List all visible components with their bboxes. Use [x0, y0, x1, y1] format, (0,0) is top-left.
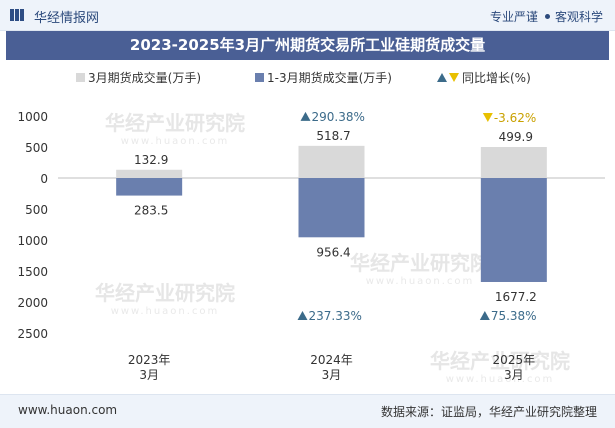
y-tick-label: 500: [25, 203, 48, 217]
y-tick-label: 0: [40, 172, 48, 186]
bar-chart: 华经产业研究院www.huaon.com华经产业研究院www.huaon.com…: [17, 70, 605, 385]
footer-banner: www.huaon.com 数据来源：证监局，华经产业研究院整理: [0, 394, 615, 428]
y-tick-label: 2000: [17, 296, 48, 310]
data-label-march: 518.7: [316, 129, 350, 143]
bar-ytd: [298, 178, 365, 238]
footer-source: 数据来源：证监局，华经产业研究院整理: [380, 405, 597, 419]
legend-swatch-ytd: [255, 73, 264, 82]
growth-label-ytd: 75.38%: [491, 309, 537, 323]
watermark-url: www.huaon.com: [446, 374, 555, 385]
data-label-ytd: 283.5: [134, 204, 168, 218]
x-category-label: 2023年: [128, 353, 171, 367]
watermark-url: www.huaon.com: [121, 136, 230, 147]
chart-title: 2023-2025年3月广州期货交易所工业硅期货成交量: [6, 31, 609, 60]
tagline-left: 专业严谨: [489, 10, 538, 24]
bar-ytd: [480, 178, 547, 282]
y-tick-label: 1500: [17, 265, 48, 279]
growth-up-triangle-icon: [479, 311, 490, 320]
growth-label-march: 290.38%: [312, 110, 365, 124]
bar-ytd: [116, 178, 183, 196]
legend-label-march: 3月期货成交量(万手): [88, 70, 201, 85]
legend-label-growth: 同比增长(%): [462, 71, 531, 85]
legend-label-ytd: 1-3月期货成交量(万手): [267, 70, 392, 85]
bar-march: [298, 145, 365, 178]
tagline-right: 客观科学: [554, 10, 603, 24]
watermark-text: 华经产业研究院: [95, 281, 235, 305]
watermark-url: www.huaon.com: [366, 276, 475, 287]
data-label-ytd: 1677.2: [495, 290, 537, 304]
footer-url: www.huaon.com: [18, 403, 118, 417]
y-tick-label: 1000: [17, 234, 48, 248]
y-tick-label: 2500: [17, 327, 48, 341]
x-category-label: 3月: [322, 368, 342, 382]
brand-name: 华经情报网: [34, 11, 100, 26]
bullet-dot-icon: [544, 14, 550, 19]
top-banner: 华经情报网 专业严谨 客观科学: [0, 0, 615, 31]
bar-march: [480, 147, 547, 178]
x-category-label: 2024年: [310, 353, 353, 367]
bar-march: [116, 169, 183, 178]
x-category-label: 3月: [139, 368, 159, 382]
data-label-march: 132.9: [134, 153, 168, 167]
watermark-text: 华经产业研究院: [105, 111, 245, 135]
legend-swatch-march: [76, 73, 85, 82]
growth-label-ytd: 237.33%: [309, 309, 362, 323]
watermark-text: 华经产业研究院: [350, 251, 490, 275]
x-category-label: 3月: [504, 368, 524, 382]
legend-up-triangle-icon: [437, 73, 447, 82]
x-category-label: 2025年: [493, 353, 536, 367]
watermark-text: 华经产业研究院: [430, 349, 570, 373]
growth-up-triangle-icon: [297, 311, 308, 320]
y-tick-label: 500: [25, 141, 48, 155]
y-tick-label: 1000: [17, 110, 48, 124]
tagline: 专业严谨 客观科学: [490, 8, 603, 25]
watermark-url: www.huaon.com: [111, 306, 220, 317]
data-label-march: 499.9: [499, 130, 533, 144]
huajing-logo-icon: [10, 9, 24, 21]
growth-label-march: -3.62%: [494, 111, 536, 125]
growth-down-triangle-icon: [482, 113, 493, 123]
data-label-ytd: 956.4: [316, 245, 350, 259]
legend-down-triangle-icon: [449, 73, 459, 82]
growth-up-triangle-icon: [300, 111, 311, 121]
